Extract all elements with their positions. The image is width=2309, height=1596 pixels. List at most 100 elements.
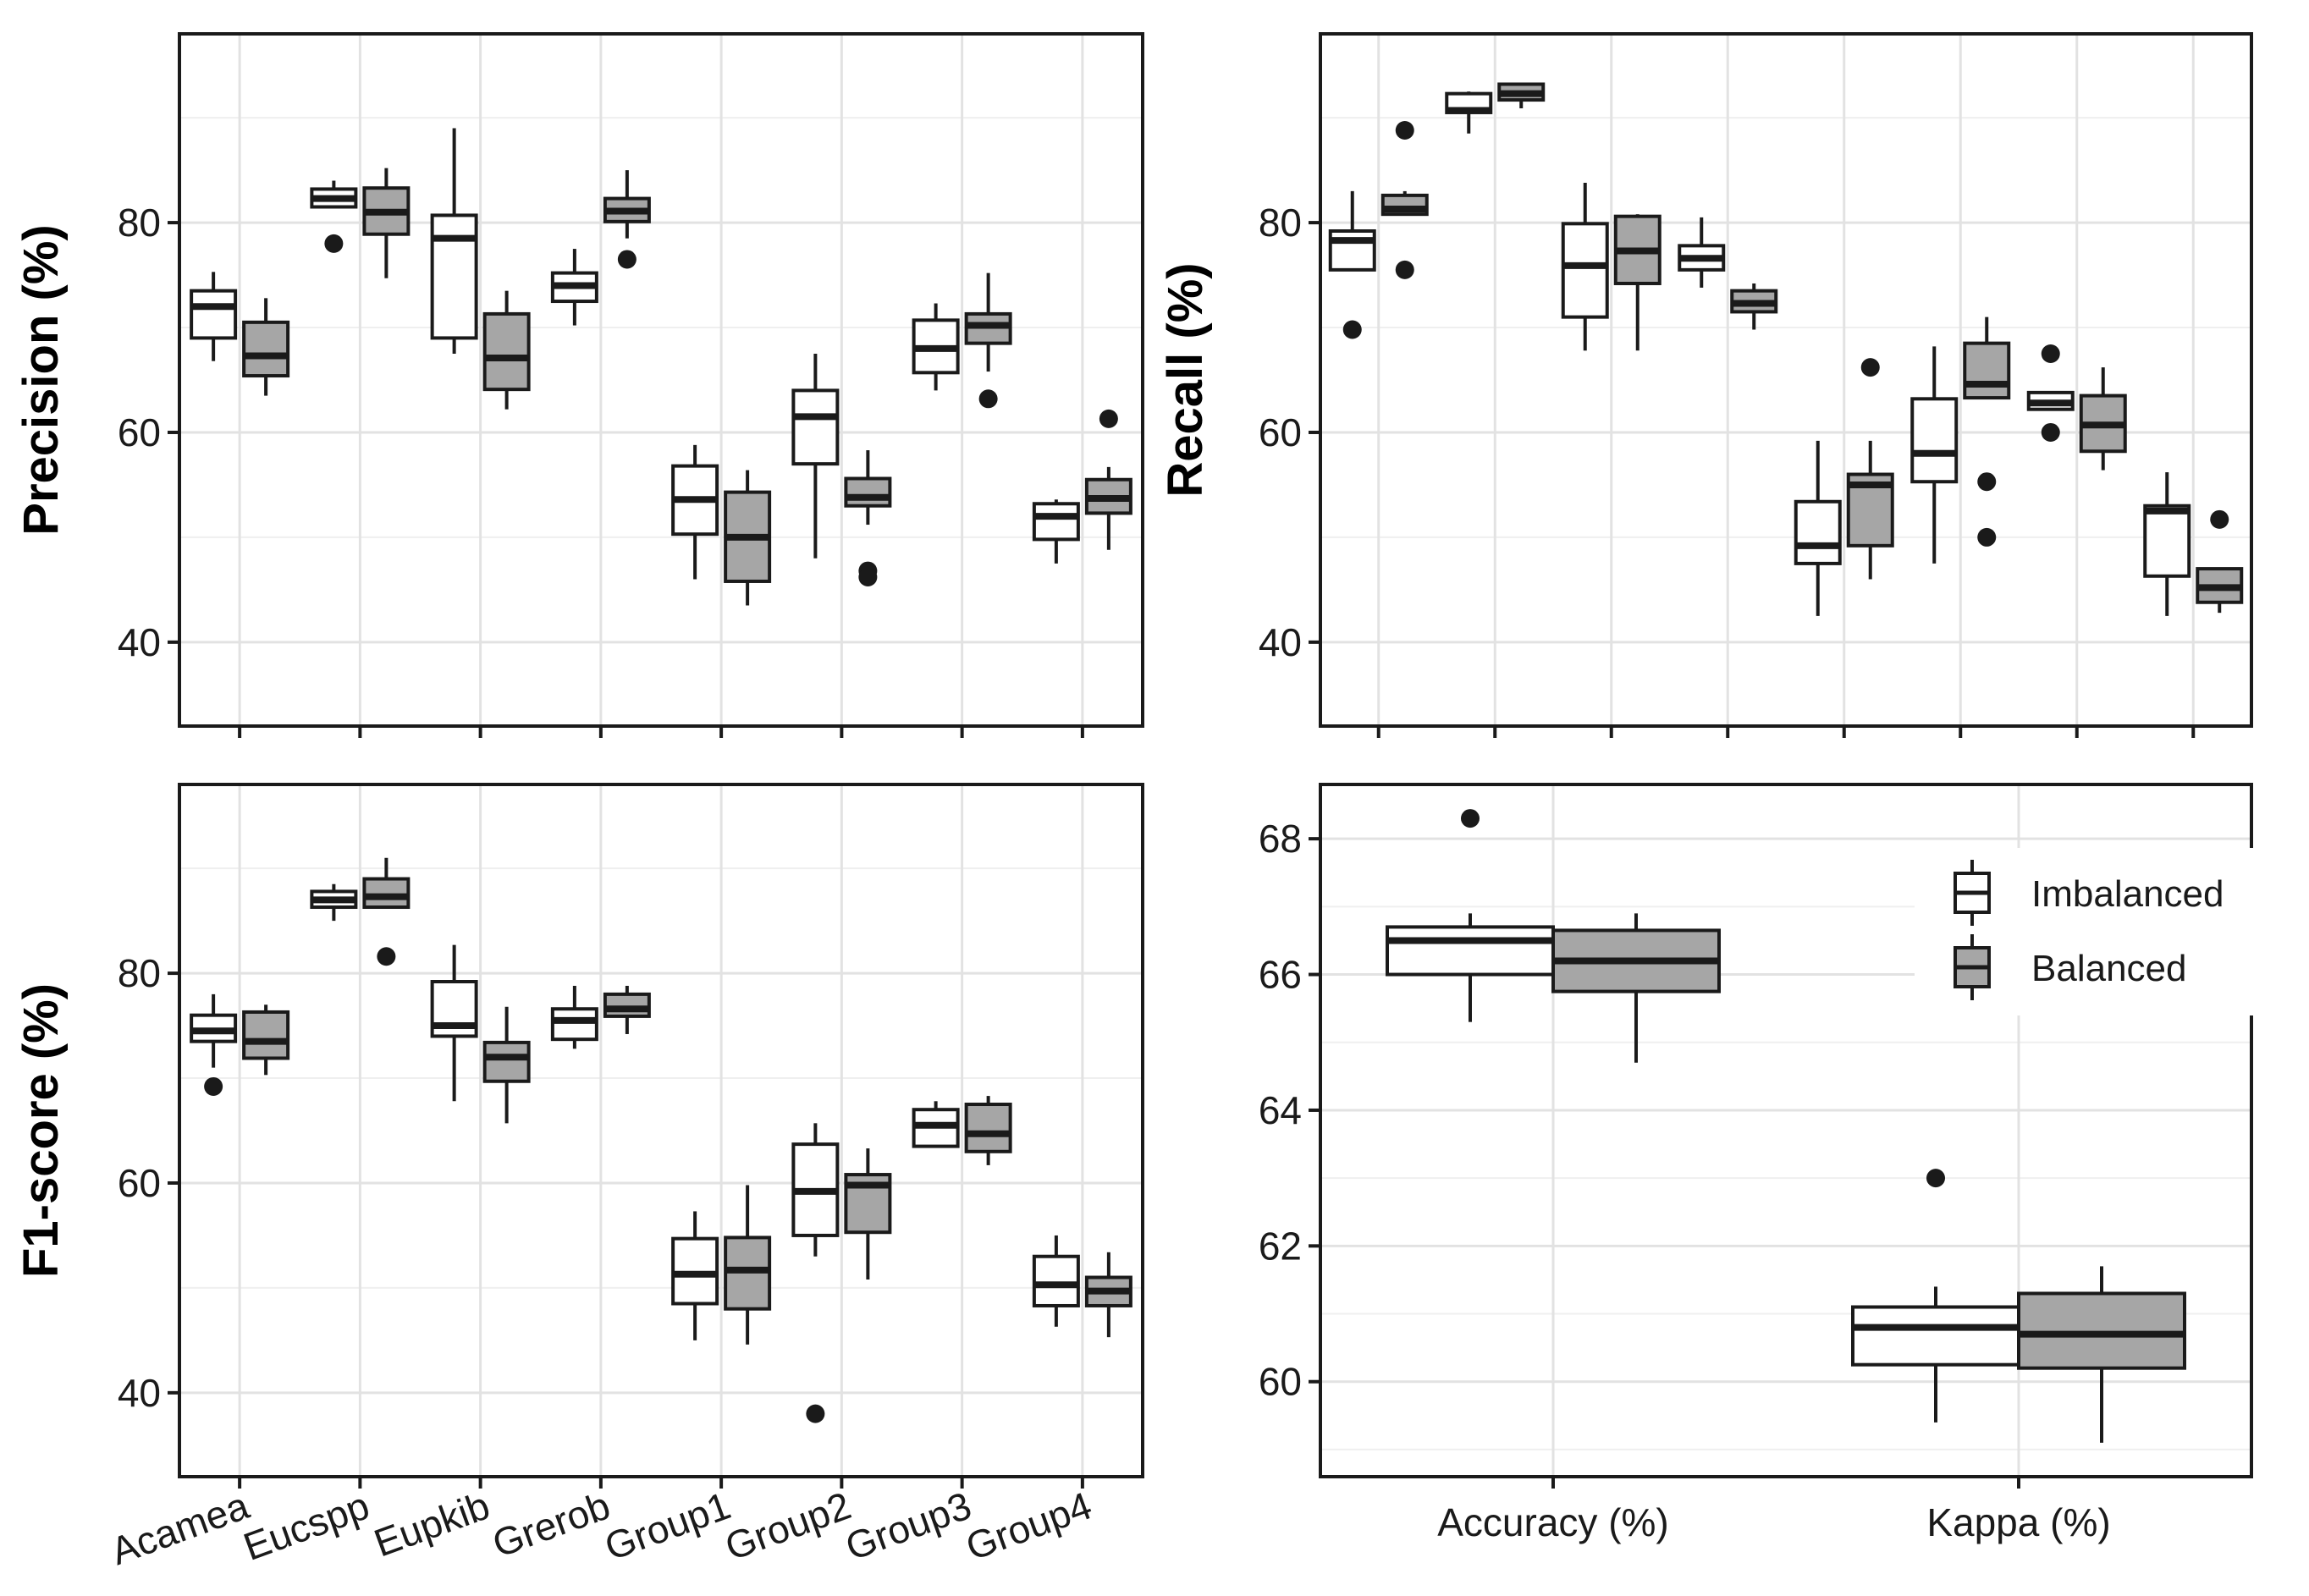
y-tick-label: 80 bbox=[118, 951, 161, 995]
box-imbalanced-eupkib bbox=[1561, 182, 1609, 351]
x-tick-label-eupkib: Eupkib bbox=[368, 1483, 495, 1566]
box-iqr bbox=[242, 320, 290, 378]
box-balanced-group2 bbox=[1963, 316, 2011, 547]
box-imbalanced-accuracy bbox=[1386, 809, 1555, 1022]
box-imbalanced-group3 bbox=[912, 1101, 960, 1148]
outlier-point bbox=[2041, 344, 2060, 364]
box-iqr bbox=[1910, 397, 1959, 484]
box-balanced-acamea bbox=[242, 298, 290, 396]
outlier-point bbox=[1860, 358, 1880, 377]
box-iqr bbox=[430, 213, 478, 340]
box-balanced-eupkib bbox=[1613, 214, 1661, 351]
panel-border bbox=[178, 783, 1144, 1478]
box-iqr bbox=[482, 311, 531, 392]
box-imbalanced-acamea bbox=[190, 993, 238, 1096]
box-imbalanced-eucspp bbox=[310, 180, 358, 253]
box-iqr bbox=[242, 1010, 290, 1060]
box-iqr bbox=[1328, 229, 1376, 272]
y-tick-label: 60 bbox=[118, 410, 161, 454]
legend-key-balanced bbox=[1954, 934, 1991, 1000]
box-iqr bbox=[482, 1040, 531, 1083]
y-tick-label: 40 bbox=[1259, 620, 1302, 664]
legend-key-imbalanced bbox=[1954, 860, 1991, 926]
box-balanced-group3 bbox=[964, 1096, 1012, 1165]
box-balanced-group4 bbox=[1084, 409, 1132, 550]
box-imbalanced-group3 bbox=[912, 303, 960, 391]
legend-label-imbalanced: Imbalanced bbox=[2031, 873, 2224, 915]
box-balanced-eupkib bbox=[482, 1006, 531, 1124]
box-imbalanced-eucspp bbox=[1445, 91, 1493, 134]
box-imbalanced-eucspp bbox=[310, 883, 358, 922]
outlier-point bbox=[806, 1404, 825, 1423]
box-imbalanced-group4 bbox=[1032, 499, 1080, 564]
box-balanced-group4 bbox=[2196, 509, 2244, 614]
outlier-point bbox=[1977, 527, 1997, 547]
outlier-point bbox=[2210, 509, 2229, 529]
box-imbalanced-group4 bbox=[2143, 472, 2191, 616]
outlier-point bbox=[324, 234, 344, 253]
x-tick-label-grerob: Grerob bbox=[487, 1483, 615, 1566]
box-imbalanced-kappa bbox=[1851, 1169, 2020, 1423]
x-tick-label-group1: Group1 bbox=[599, 1483, 736, 1569]
box-balanced-eucspp bbox=[362, 168, 411, 278]
box-balanced-group2 bbox=[844, 1148, 892, 1280]
panel-recall: 40 60 80 Recall (%) bbox=[1158, 32, 2253, 738]
box-balanced-group3 bbox=[2079, 367, 2127, 471]
y-tick-label: 62 bbox=[1259, 1224, 1302, 1268]
y-tick-label: 60 bbox=[118, 1161, 161, 1205]
box-imbalanced-group1 bbox=[671, 1211, 719, 1340]
box-iqr bbox=[1851, 1305, 2020, 1367]
x-tick-label-acamea: Acamea bbox=[105, 1483, 255, 1573]
box-balanced-group2 bbox=[844, 450, 892, 587]
y-tick-label: 64 bbox=[1259, 1088, 1302, 1132]
outlier-point bbox=[377, 947, 396, 966]
box-balanced-group1 bbox=[1846, 358, 1894, 580]
box-balanced-group1 bbox=[724, 470, 772, 606]
box-imbalanced-group3 bbox=[2026, 344, 2075, 442]
box-iqr bbox=[550, 1007, 598, 1042]
box-imbalanced-group1 bbox=[1794, 440, 1842, 616]
y-tick-label: 80 bbox=[1259, 201, 1302, 245]
outlier-point bbox=[1395, 260, 1414, 279]
y-tick-label: 66 bbox=[1259, 953, 1302, 997]
box-balanced-eupkib bbox=[482, 290, 531, 410]
box-balanced-accuracy bbox=[1551, 913, 1721, 1063]
outlier-point bbox=[1342, 320, 1362, 339]
box-balanced-group1 bbox=[724, 1185, 772, 1345]
box-balanced-kappa bbox=[2017, 1266, 2186, 1443]
box-balanced-acamea bbox=[1380, 121, 1429, 279]
x-tick-label-eucspp: Eucspp bbox=[238, 1483, 375, 1569]
legend: Imbalanced Balanced bbox=[1915, 848, 2279, 1015]
panel-accuracy-kappa: 60 62 64 66 68 Accuracy (%) Kappa (%) bbox=[1259, 783, 2253, 1544]
box-iqr bbox=[844, 476, 892, 508]
box-balanced-group4 bbox=[1084, 1252, 1132, 1338]
panel-border bbox=[1319, 783, 2253, 1478]
box-imbalanced-acamea bbox=[190, 272, 238, 361]
y-tick-label: 68 bbox=[1259, 817, 1302, 861]
x-tick-label-accuracy: Accuracy (%) bbox=[1437, 1500, 1668, 1544]
box-imbalanced-group4 bbox=[1032, 1235, 1080, 1327]
box-balanced-grerob bbox=[603, 985, 651, 1034]
box-imbalanced-group2 bbox=[1910, 346, 1959, 564]
y-tick-label: 40 bbox=[118, 620, 161, 664]
box-imbalanced-grerob bbox=[550, 985, 598, 1049]
box-imbalanced-grerob bbox=[550, 249, 598, 326]
y-tick-label: 60 bbox=[1259, 1360, 1302, 1404]
panel-border bbox=[1319, 32, 2253, 728]
outlier-point bbox=[2041, 422, 2060, 442]
box-iqr bbox=[1386, 925, 1555, 977]
box-imbalanced-eupkib bbox=[430, 128, 478, 355]
box-iqr bbox=[190, 289, 238, 340]
box-imbalanced-group2 bbox=[791, 354, 840, 559]
outlier-point bbox=[1099, 409, 1118, 428]
box-iqr bbox=[1963, 341, 2011, 400]
box-balanced-grerob bbox=[1730, 283, 1778, 330]
box-iqr bbox=[1032, 502, 1080, 542]
outlier-point bbox=[1461, 809, 1480, 828]
y-tick-label: 80 bbox=[118, 201, 161, 245]
panel-f1-score: 406080AcameaEucsppEupkibGrerobGroup1Grou… bbox=[14, 783, 1144, 1573]
box-balanced-group3 bbox=[964, 272, 1012, 409]
box-iqr bbox=[1561, 222, 1609, 319]
outlier-point bbox=[617, 250, 636, 269]
box-imbalanced-group2 bbox=[791, 1123, 840, 1423]
